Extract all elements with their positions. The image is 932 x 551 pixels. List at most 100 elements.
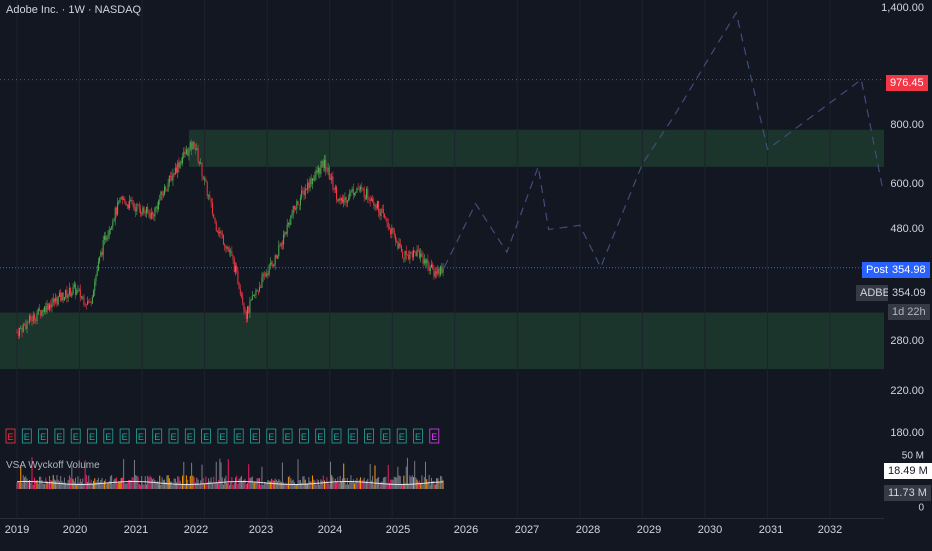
candle xyxy=(19,328,21,336)
volume-bar xyxy=(286,484,288,489)
candle xyxy=(37,308,39,315)
volume-bar xyxy=(350,475,352,489)
volume-bar xyxy=(51,480,53,489)
candle xyxy=(232,255,234,260)
volume-bar xyxy=(57,479,59,489)
candle xyxy=(298,204,300,206)
volume-bar xyxy=(259,478,261,489)
candle xyxy=(171,176,173,181)
volume-bar xyxy=(327,482,329,489)
earnings-marker-label: E xyxy=(105,432,111,442)
candle xyxy=(121,197,123,200)
candle xyxy=(152,212,153,215)
volume-bar xyxy=(409,475,411,489)
candle xyxy=(55,297,57,302)
volume-bar xyxy=(400,483,402,489)
candle xyxy=(68,287,70,295)
volume-bar xyxy=(120,477,122,489)
candle xyxy=(409,252,411,260)
volume-bar xyxy=(183,461,185,489)
volume-bar xyxy=(41,480,43,489)
volume-bar xyxy=(236,475,238,489)
volume-bar xyxy=(176,482,178,489)
volume-bar xyxy=(399,476,401,489)
candle xyxy=(236,265,238,271)
earnings-marker-box xyxy=(38,428,48,444)
volume-bar xyxy=(201,464,203,489)
volume-bar xyxy=(260,484,262,489)
volume-bar xyxy=(159,475,161,489)
candle xyxy=(412,250,414,258)
volume-bar xyxy=(373,484,375,489)
volume-bar xyxy=(437,478,439,489)
volume-bar xyxy=(385,476,387,489)
volume-tick: 50 M xyxy=(901,450,924,462)
earnings-marker-label: E xyxy=(268,432,274,442)
volume-bar xyxy=(194,482,196,489)
volume-bar xyxy=(368,483,370,489)
candle xyxy=(218,232,220,234)
volume-bar xyxy=(20,466,22,489)
candle xyxy=(438,268,440,275)
candle xyxy=(367,188,369,198)
candle xyxy=(268,264,270,275)
earnings-marker-label: E xyxy=(56,432,62,442)
candle xyxy=(325,159,327,171)
volume-bar xyxy=(68,475,70,489)
volume-bar xyxy=(267,479,269,489)
volume-bar xyxy=(394,477,396,489)
candle xyxy=(442,268,444,273)
earnings-marker: E xyxy=(21,428,32,444)
time-axis[interactable]: 2019 2020 2021 2022 2023 2024 2025 2026 … xyxy=(0,518,884,551)
volume-bar xyxy=(200,480,202,489)
candle xyxy=(261,276,263,288)
candle xyxy=(249,300,251,313)
volume-bar xyxy=(112,483,114,489)
candle xyxy=(224,244,226,247)
year-tick: 2028 xyxy=(575,524,601,536)
volume-bar xyxy=(244,478,246,489)
year-tick: 2020 xyxy=(62,524,88,536)
volume-bar xyxy=(106,484,108,489)
candle xyxy=(415,251,417,257)
earnings-marker-label: E xyxy=(236,432,242,442)
volume-indicator-title[interactable]: VSA Wyckoff Volume xyxy=(6,460,100,471)
earnings-marker-label: E xyxy=(431,432,437,442)
earnings-marker: E xyxy=(70,428,81,444)
candle xyxy=(376,200,378,209)
volume-bar xyxy=(221,477,223,489)
volume-bar xyxy=(336,481,338,489)
volume-bar xyxy=(56,475,58,489)
candle xyxy=(343,199,345,203)
volume-bar xyxy=(255,481,257,489)
candle xyxy=(266,273,268,276)
volume-bar xyxy=(148,477,150,489)
year-tick: 2019 xyxy=(4,524,30,536)
volume-bar xyxy=(124,483,126,489)
candle xyxy=(147,206,149,212)
candle xyxy=(107,235,109,238)
volume-bar xyxy=(310,481,312,489)
volume-bar xyxy=(165,482,167,489)
volume-bar xyxy=(37,483,39,489)
volume-bar xyxy=(358,479,360,489)
candle xyxy=(387,223,389,228)
earnings-marker: E xyxy=(87,428,97,444)
volume-bar xyxy=(340,482,342,489)
price-axis[interactable]: 1,400.00 800.00 600.00 480.00 280.00 220… xyxy=(856,0,932,520)
earnings-marker: E xyxy=(380,428,391,444)
volume-bar xyxy=(180,484,182,489)
volume-bar xyxy=(262,484,264,489)
volume-bar xyxy=(338,483,340,489)
volume-bar xyxy=(380,482,382,489)
candle xyxy=(166,190,168,192)
volume-bar xyxy=(133,459,135,489)
volume-bar xyxy=(96,480,98,489)
volume-bar xyxy=(387,464,389,489)
volume-bar xyxy=(182,475,184,489)
earnings-marker: E xyxy=(364,428,375,444)
volume-bar xyxy=(404,483,406,489)
volume-bar xyxy=(162,480,164,489)
